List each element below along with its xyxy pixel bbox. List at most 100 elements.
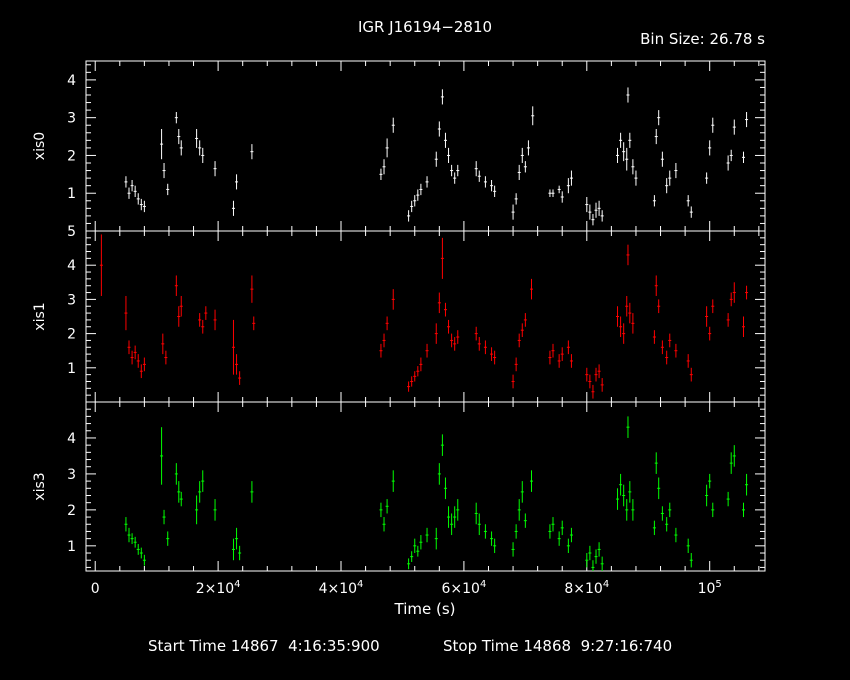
- data-point: [654, 129, 658, 145]
- y-tick-label: 2: [67, 503, 76, 519]
- data-point: [124, 176, 128, 188]
- y-tick-label: 3: [67, 111, 76, 127]
- data-point: [450, 513, 454, 536]
- data-point: [588, 374, 592, 389]
- data-point: [726, 491, 730, 507]
- data-point: [166, 531, 170, 546]
- data-point: [379, 502, 383, 518]
- data-point: [410, 551, 414, 563]
- data-point: [625, 147, 629, 171]
- data-point: [437, 292, 441, 314]
- x-tick-labels: 0 2×104 4×104 6×104 8×104 105: [91, 579, 722, 597]
- data-point: [708, 326, 712, 341]
- data-point: [517, 499, 521, 521]
- data-point: [529, 278, 533, 300]
- data-point: [705, 172, 709, 184]
- data-point: [434, 527, 438, 550]
- data-point: [689, 206, 693, 218]
- data-point: [625, 295, 629, 317]
- data-point: [626, 244, 630, 266]
- data-point: [198, 313, 202, 327]
- data-point: [198, 140, 202, 156]
- data-point: [179, 140, 183, 156]
- data-point: [689, 367, 693, 382]
- data-point: [493, 185, 497, 197]
- y-tick-label: 2: [67, 148, 76, 164]
- data-point: [726, 313, 730, 327]
- data-point: [625, 499, 629, 521]
- data-point: [250, 275, 254, 303]
- data-point: [133, 536, 137, 548]
- data-point: [665, 350, 669, 365]
- data-point: [711, 117, 715, 133]
- y-tick-label: 4: [67, 258, 76, 274]
- x-tick-label: 105: [698, 579, 722, 597]
- data-point: [668, 502, 672, 518]
- data-point: [250, 481, 254, 503]
- data-point: [548, 524, 552, 539]
- data-point: [127, 187, 131, 199]
- data-point: [434, 151, 438, 167]
- data-point: [416, 366, 420, 377]
- chart-title: IGR J16194−2810: [358, 18, 492, 36]
- data-point: [453, 506, 457, 528]
- data-point: [490, 180, 494, 192]
- data-point: [425, 176, 429, 188]
- data-point: [588, 545, 592, 561]
- data-point: [548, 189, 552, 197]
- data-point: [456, 499, 460, 521]
- data-point: [523, 161, 527, 173]
- panel-xis0: 1 2 3 4 xis0: [32, 60, 766, 232]
- data-point: [628, 481, 632, 503]
- panel-frame: [85, 401, 766, 572]
- data-point: [745, 112, 749, 128]
- data-point: [665, 178, 669, 194]
- data-point: [511, 374, 515, 389]
- data-point: [130, 533, 134, 545]
- panel-frame: [85, 60, 766, 232]
- data-point: [493, 538, 497, 554]
- data-point: [139, 547, 143, 559]
- data-point: [160, 427, 164, 485]
- y-axis-label-xis1: xis1: [32, 302, 48, 330]
- data-point: [447, 319, 451, 334]
- start-time-label: Start Time 14867 4:16:35:900: [148, 637, 380, 655]
- data-point: [130, 180, 134, 192]
- data-point: [379, 168, 383, 180]
- data-point: [434, 323, 438, 344]
- data-point: [382, 333, 386, 348]
- y-axis-label-xis3: xis3: [32, 472, 48, 500]
- x-tick-label-exponent: 4: [603, 579, 609, 590]
- data-point: [407, 210, 411, 222]
- data-point: [174, 112, 178, 124]
- data-point: [407, 558, 411, 570]
- data-point: [166, 183, 170, 196]
- data-point: [594, 367, 598, 382]
- data-point: [142, 200, 146, 213]
- data-point: [652, 195, 656, 207]
- data-point: [560, 520, 564, 536]
- x-tick-label-exponent: 4: [357, 579, 363, 590]
- data-point: [450, 164, 454, 177]
- data-point: [652, 520, 656, 536]
- data-point: [142, 554, 146, 566]
- data-point: [600, 378, 604, 392]
- x-tick-label-base: 6×10: [441, 581, 479, 597]
- data-point: [174, 463, 178, 485]
- data-point: [385, 316, 389, 331]
- data-point: [235, 174, 239, 190]
- data-point: [450, 333, 454, 348]
- data-point: [569, 170, 573, 186]
- data-point: [213, 309, 217, 331]
- data-point: [437, 463, 441, 485]
- data-point: [705, 484, 709, 507]
- data-point: [628, 302, 632, 324]
- data-point: [548, 350, 552, 365]
- data-point: [124, 517, 128, 532]
- data-point: [741, 316, 745, 338]
- data-point: [665, 517, 669, 532]
- data-point: [560, 347, 564, 361]
- data-point: [631, 313, 635, 334]
- data-point: [493, 350, 497, 365]
